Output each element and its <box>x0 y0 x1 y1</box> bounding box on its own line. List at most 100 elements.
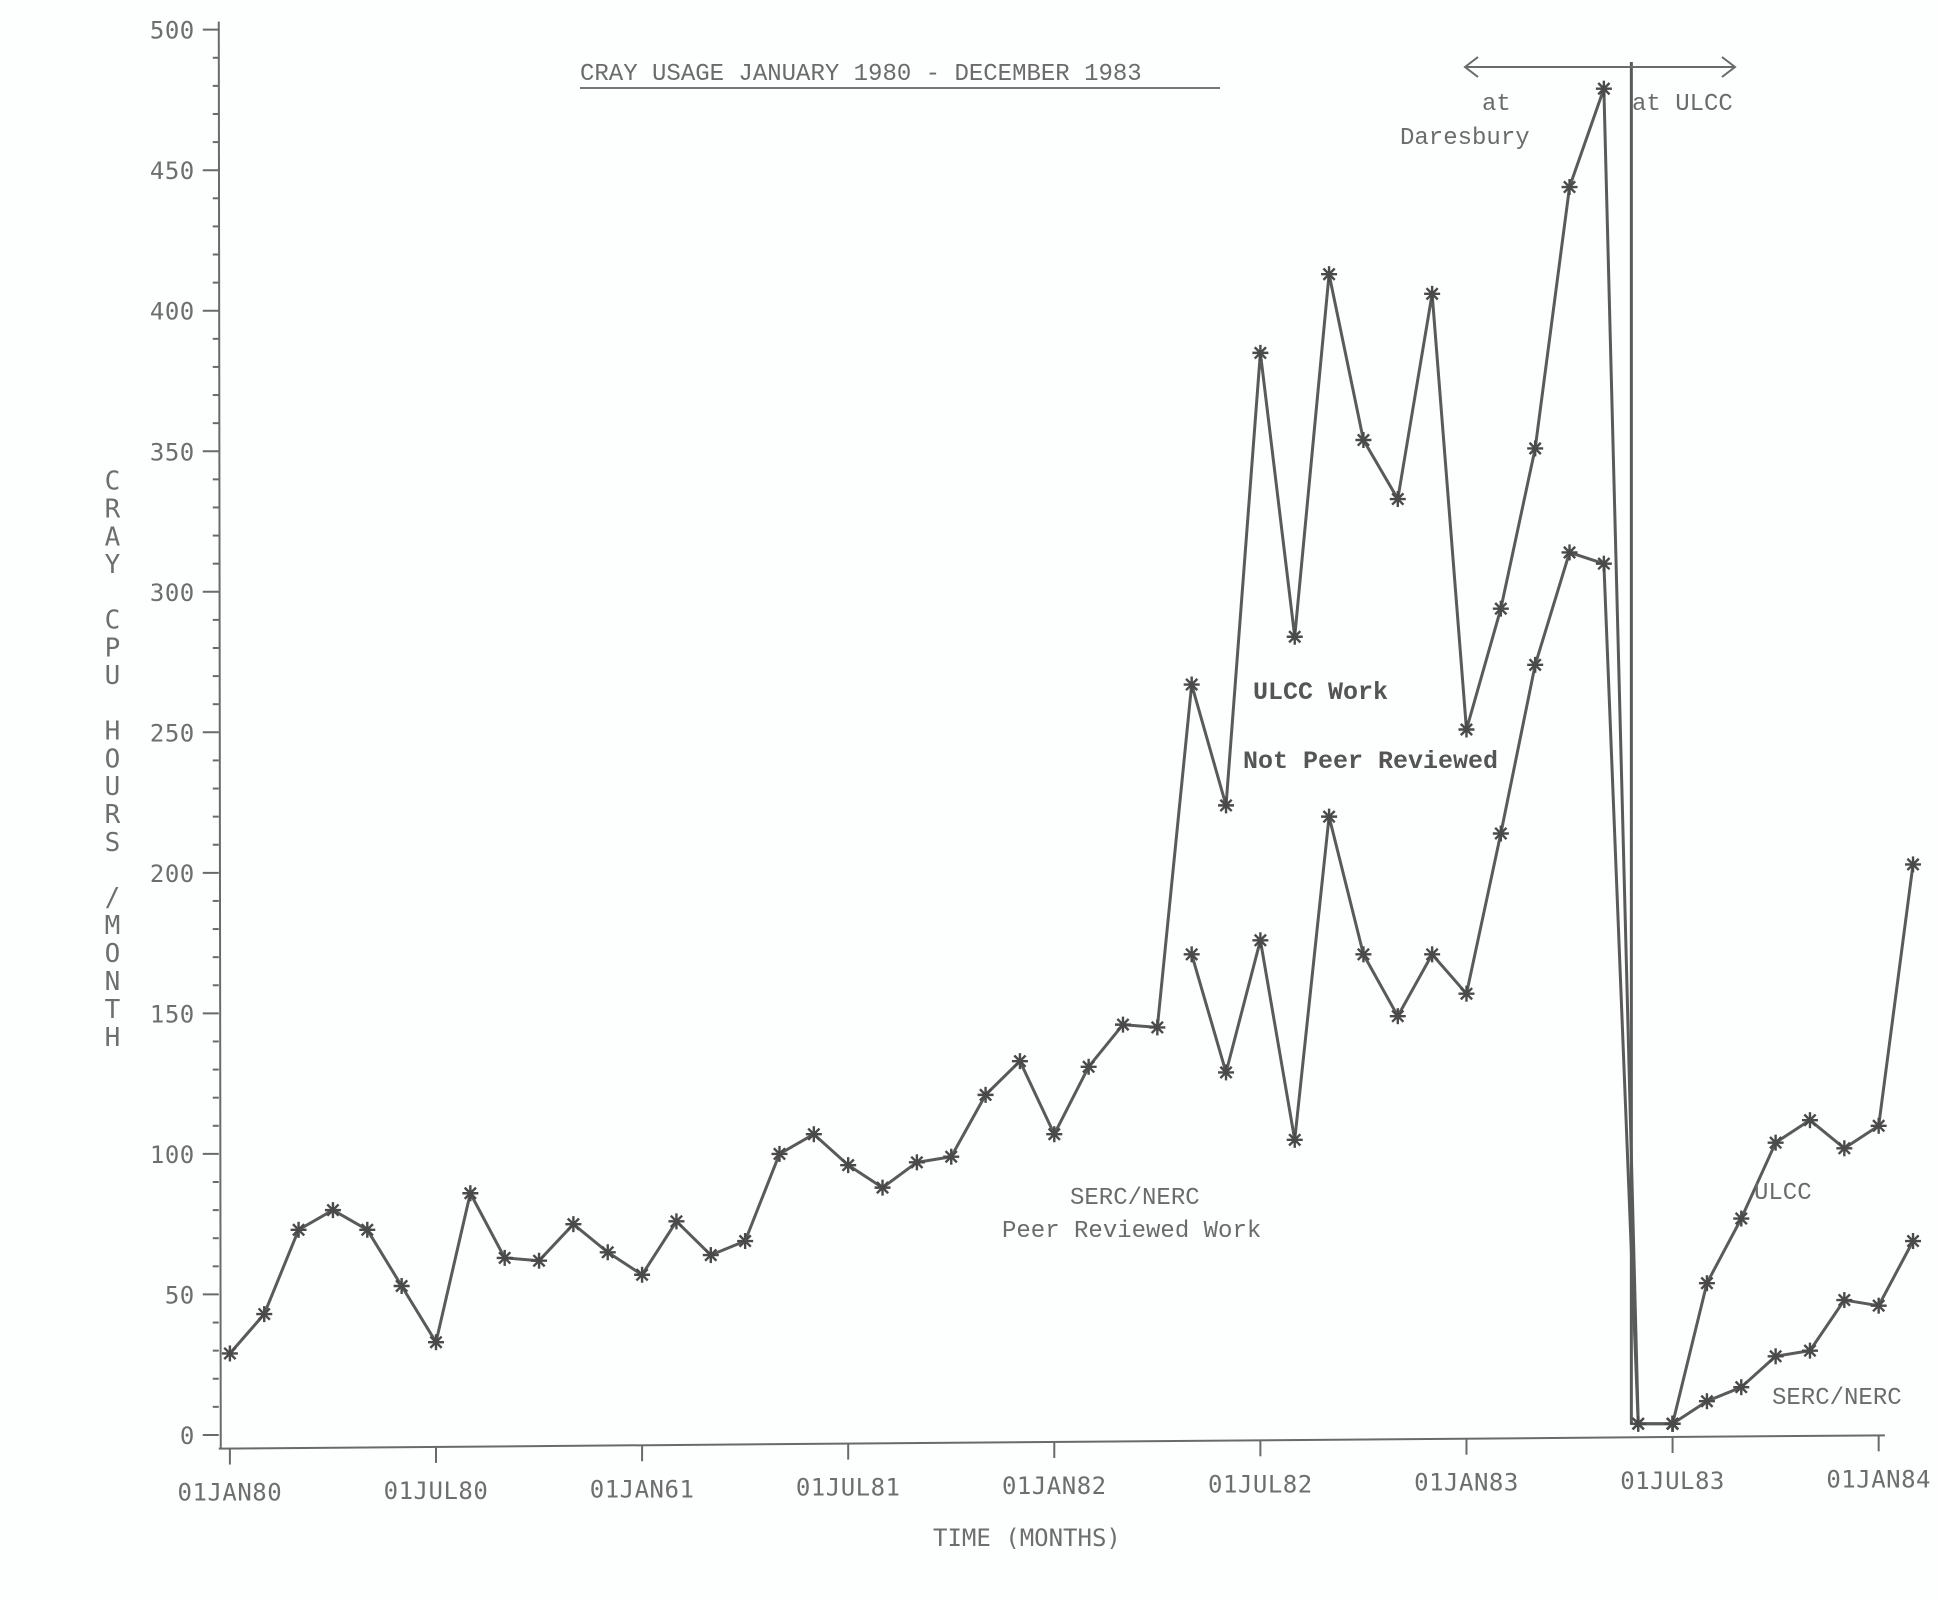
era-left-at: at <box>1482 91 1511 118</box>
x-axis: 01JAN80 01JUL80 01JAN61 01JUL81 01JAN82 01JUL… <box>178 1434 1931 1507</box>
asterisk-marker-icon <box>1046 1126 1063 1143</box>
x-tick-label: 01JAN80 <box>178 1479 283 1507</box>
asterisk-marker-icon <box>1492 600 1509 617</box>
svg-text:H: H <box>105 716 121 746</box>
x-axis-title: TIME (MONTHS) <box>933 1524 1121 1552</box>
asterisk-marker-icon <box>1252 344 1269 361</box>
asterisk-marker-icon <box>1698 1393 1715 1410</box>
era-right-label: at ULCC <box>1632 91 1733 118</box>
svg-text:R: R <box>105 494 121 524</box>
asterisk-marker-icon <box>1733 1379 1750 1396</box>
era-divider-arrow <box>1463 56 1737 78</box>
y-tick-label: 150 <box>150 1000 195 1028</box>
asterisk-marker-icon <box>462 1185 479 1202</box>
asterisk-marker-icon <box>1355 946 1372 963</box>
asterisk-marker-icon <box>1836 1292 1853 1309</box>
asterisk-marker-icon <box>1492 825 1509 842</box>
asterisk-marker-icon <box>874 1179 891 1196</box>
asterisk-marker-icon <box>1218 797 1235 814</box>
asterisk-marker-icon <box>1561 179 1578 196</box>
x-tick-label: 01JUL81 <box>796 1474 901 1502</box>
asterisk-marker-icon <box>943 1148 960 1165</box>
svg-text:U: U <box>105 772 121 802</box>
serc-nerc-right-label: SERC/NERC <box>1772 1385 1902 1412</box>
asterisk-marker-icon <box>702 1247 719 1264</box>
svg-text:M: M <box>105 911 121 941</box>
asterisk-marker-icon <box>1595 80 1612 97</box>
y-tick-label: 250 <box>150 719 195 747</box>
asterisk-marker-icon <box>1595 555 1612 572</box>
svg-text:P: P <box>105 633 121 663</box>
asterisk-marker-icon <box>1424 946 1441 963</box>
svg-text:N: N <box>105 967 121 997</box>
asterisk-marker-icon <box>1183 946 1200 963</box>
asterisk-marker-icon <box>1664 1415 1681 1432</box>
svg-text:C: C <box>105 605 121 635</box>
arrow-left-icon <box>1463 56 1479 78</box>
asterisk-marker-icon <box>1527 440 1544 457</box>
asterisk-marker-icon <box>1355 432 1372 449</box>
asterisk-marker-icon <box>1836 1140 1853 1157</box>
asterisk-marker-icon <box>1801 1342 1818 1359</box>
asterisk-marker-icon <box>1527 656 1544 673</box>
y-tick-label: 500 <box>150 17 195 45</box>
y-tick-label: 200 <box>150 860 195 888</box>
asterisk-marker-icon <box>531 1252 548 1269</box>
svg-text:H: H <box>105 1023 121 1053</box>
asterisk-marker-icon <box>324 1202 341 1219</box>
arrow-right-icon <box>1721 56 1737 78</box>
serc-nerc-label: SERC/NERC <box>1070 1185 1200 1212</box>
chart-title: CRAY USAGE JANUARY 1980 - DECEMBER 1983 <box>580 61 1142 88</box>
asterisk-marker-icon <box>1183 676 1200 693</box>
asterisk-marker-icon <box>1905 1233 1922 1250</box>
asterisk-marker-icon <box>1389 491 1406 508</box>
x-tick-label: 01JUL80 <box>384 1477 489 1505</box>
peer-reviewed-work-label: Peer Reviewed Work <box>1002 1218 1261 1245</box>
y-tick-label: 450 <box>150 157 195 185</box>
svg-text:Y: Y <box>105 550 121 580</box>
asterisk-marker-icon <box>1733 1210 1750 1227</box>
asterisk-marker-icon <box>1767 1348 1784 1365</box>
x-tick-label: 01JAN82 <box>1002 1472 1107 1500</box>
asterisk-marker-icon <box>1561 544 1578 561</box>
asterisk-marker-icon <box>1321 266 1338 283</box>
series-line <box>1671 864 1915 1425</box>
asterisk-marker-icon <box>496 1249 513 1266</box>
y-tick-label: 0 <box>180 1422 195 1450</box>
asterisk-marker-icon <box>1905 856 1922 873</box>
era-left-daresbury: Daresbury <box>1400 125 1530 152</box>
ulcc-right-label: ULCC <box>1754 1180 1812 1207</box>
asterisk-marker-icon <box>256 1306 273 1323</box>
svg-text:T: T <box>105 995 121 1025</box>
x-tick-label: 01JAN61 <box>590 1475 695 1503</box>
asterisk-marker-icon <box>737 1233 754 1250</box>
asterisk-marker-icon <box>1321 808 1338 825</box>
asterisk-marker-icon <box>1286 1131 1303 1148</box>
y-tick-label: 50 <box>165 1281 195 1309</box>
svg-text:S: S <box>105 828 121 858</box>
asterisk-marker-icon <box>1801 1112 1818 1129</box>
x-tick-label: 01JAN84 <box>1826 1465 1931 1493</box>
y-axis: 0 50 100 150 200 250 300 350 400 450 500 <box>150 17 222 1450</box>
x-tick-label: 01JUL83 <box>1620 1467 1725 1495</box>
x-tick-label: 01JAN83 <box>1414 1469 1519 1497</box>
svg-text:O: O <box>105 939 121 969</box>
asterisk-marker-icon <box>977 1086 994 1103</box>
asterisk-marker-icon <box>1149 1019 1166 1036</box>
asterisk-marker-icon <box>805 1126 822 1143</box>
data-markers <box>221 80 1922 1432</box>
asterisk-marker-icon <box>1458 985 1475 1002</box>
asterisk-marker-icon <box>1698 1275 1715 1292</box>
asterisk-marker-icon <box>1424 285 1441 302</box>
asterisk-marker-icon <box>1080 1058 1097 1075</box>
y-tick-label: 350 <box>150 438 195 466</box>
asterisk-marker-icon <box>840 1157 857 1174</box>
y-tick-label: 400 <box>150 298 195 326</box>
svg-text:C: C <box>105 466 121 496</box>
asterisk-marker-icon <box>634 1266 651 1283</box>
asterisk-marker-icon <box>1218 1064 1235 1081</box>
asterisk-marker-icon <box>1767 1134 1784 1151</box>
svg-text:U: U <box>105 661 121 691</box>
asterisk-marker-icon <box>771 1145 788 1162</box>
